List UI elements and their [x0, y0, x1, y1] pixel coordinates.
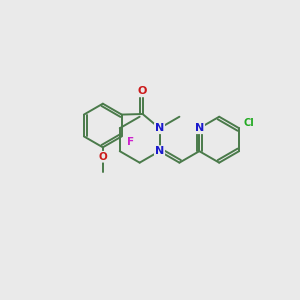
Text: O: O	[98, 152, 107, 162]
Text: N: N	[155, 123, 164, 133]
Text: N: N	[155, 146, 164, 156]
Text: F: F	[127, 136, 134, 147]
Text: O: O	[138, 86, 147, 96]
Text: N: N	[195, 123, 204, 133]
Text: O: O	[195, 123, 204, 133]
Text: Cl: Cl	[243, 118, 254, 128]
